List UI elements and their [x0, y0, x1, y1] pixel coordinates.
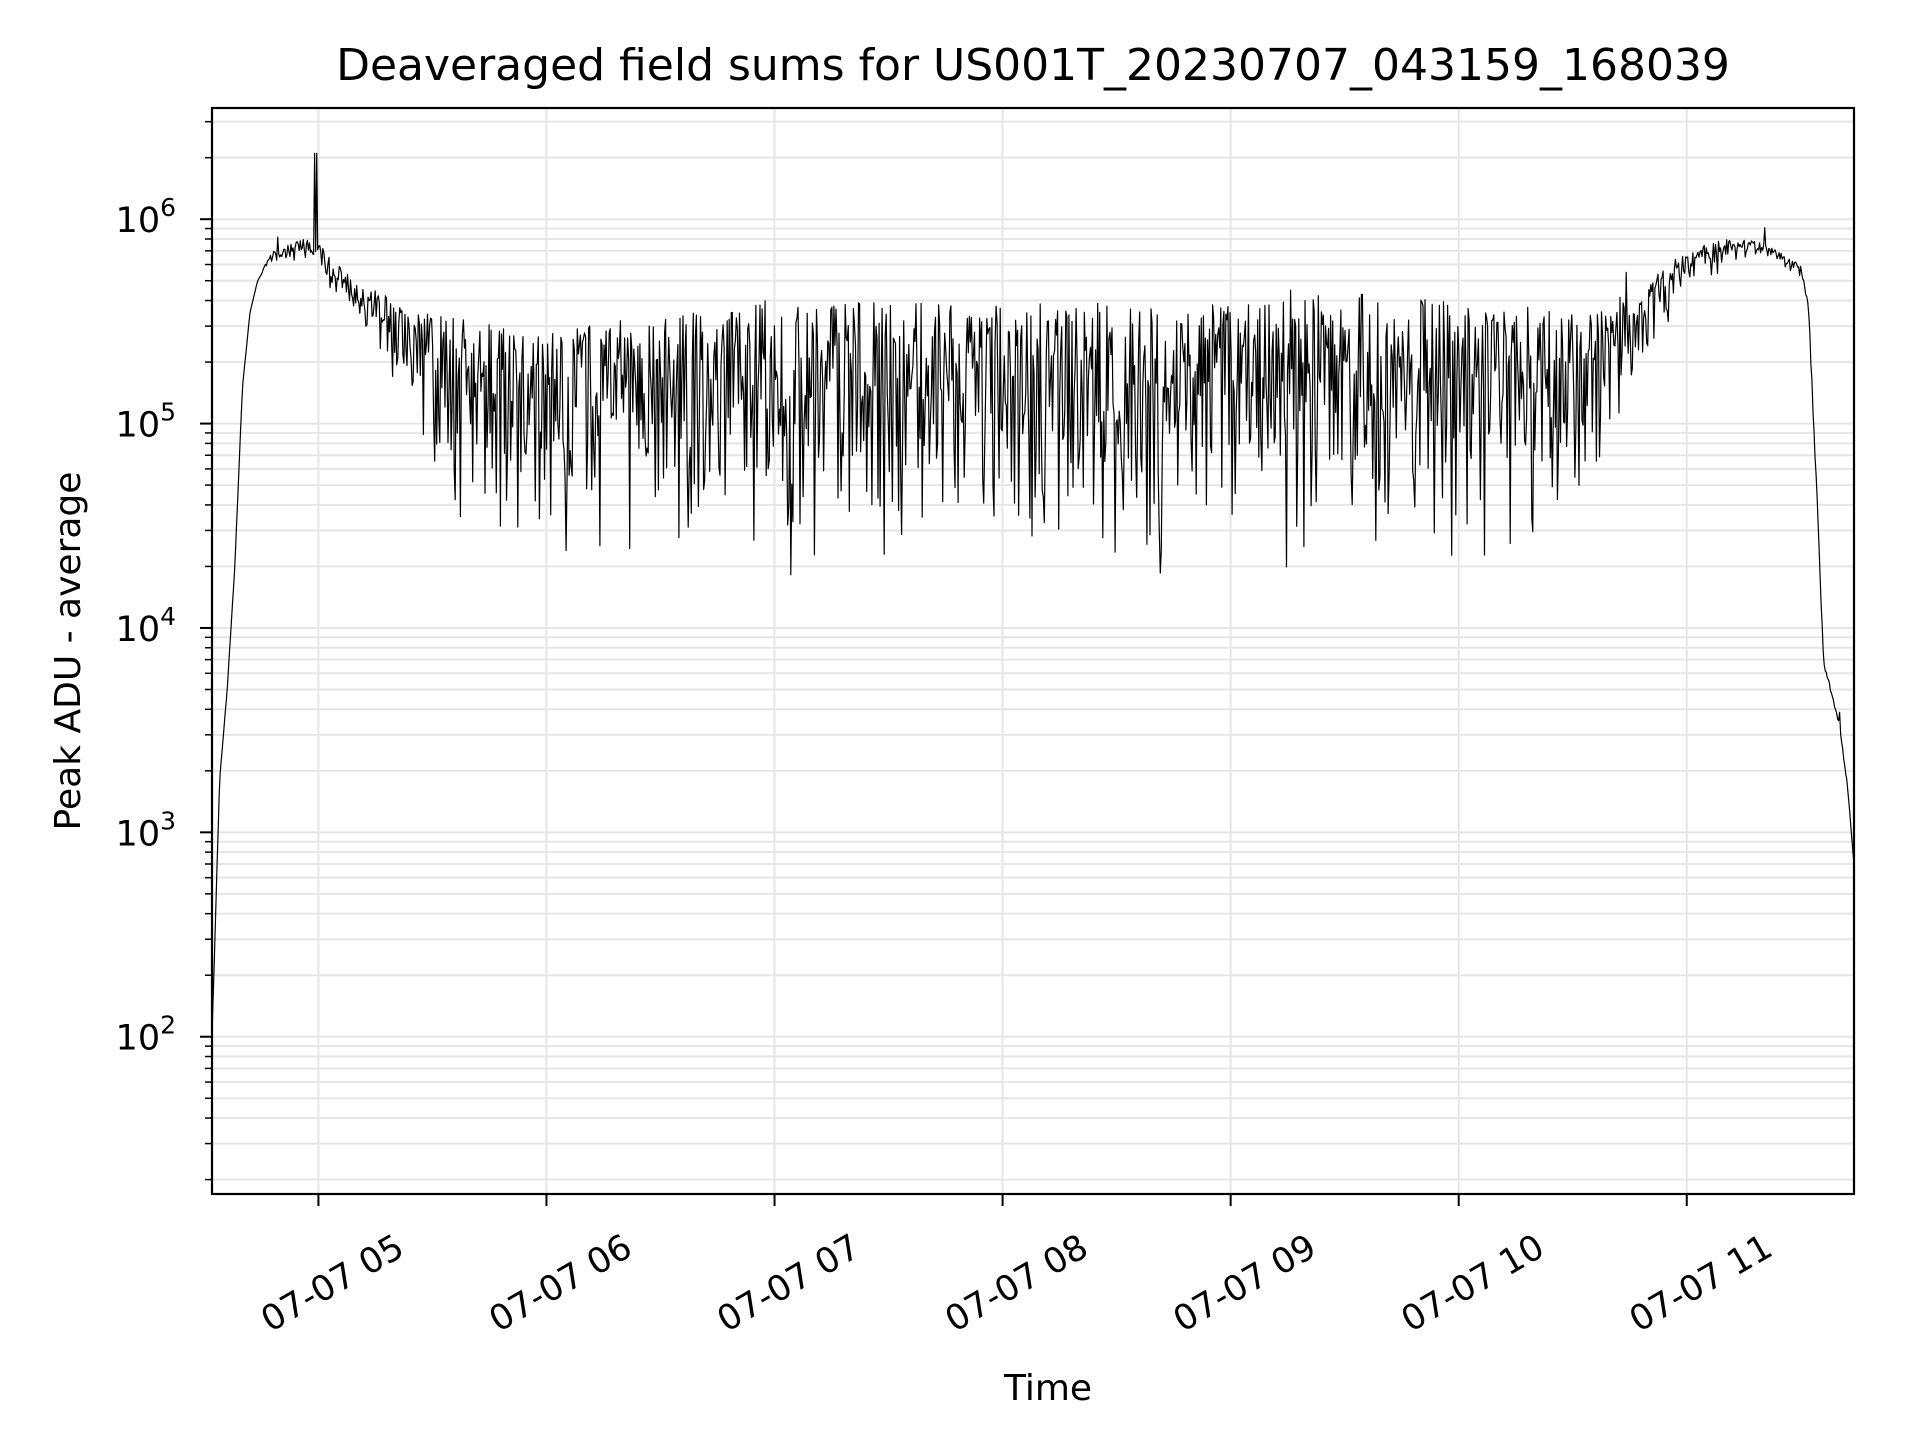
y-tick-exponent: 6 [160, 193, 176, 222]
y-tick-base: 10 [116, 1019, 161, 1059]
series-line [211, 152, 1855, 1037]
y-tick-base: 10 [116, 814, 161, 854]
y-tick-exponent: 2 [160, 1011, 176, 1040]
y-tick-label: 103 [116, 806, 176, 854]
y-tick-label: 104 [116, 602, 176, 650]
plot-frame [210, 106, 1856, 1196]
y-tick-label: 106 [116, 193, 176, 241]
y-axis-label: Peak ADU - average [48, 472, 89, 831]
y-tick-exponent: 3 [160, 806, 176, 835]
chart-title: Deaveraged field sums for US001T_2023070… [336, 40, 1730, 91]
y-tick-label: 105 [116, 398, 176, 446]
x-axis-label: Time [1003, 1368, 1092, 1409]
y-tick-base: 10 [116, 610, 161, 650]
y-tick-exponent: 4 [160, 602, 176, 631]
y-tick-base: 10 [116, 201, 161, 241]
y-tick-label: 102 [116, 1011, 176, 1059]
y-tick-exponent: 5 [160, 398, 176, 427]
y-tick-base: 10 [116, 406, 161, 446]
plot-area [211, 152, 1855, 1037]
grid [212, 108, 1854, 1194]
